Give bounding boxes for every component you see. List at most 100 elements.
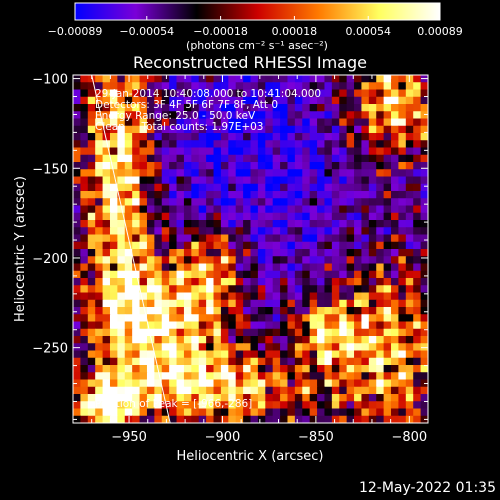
colorbar-tick-label: −0.00054	[119, 25, 174, 38]
heatmap-cell	[183, 176, 192, 185]
heatmap-cell	[161, 162, 170, 170]
heatmap-cell	[206, 183, 215, 192]
heatmap-cell	[87, 372, 96, 381]
heatmap-cell	[191, 307, 200, 315]
heatmap-cell	[331, 415, 340, 423]
heatmap-cell	[191, 249, 200, 257]
heatmap-cell	[272, 285, 281, 294]
heatmap-cell	[317, 307, 326, 315]
heatmap-cell	[250, 256, 259, 265]
heatmap-cell	[102, 147, 111, 156]
heatmap-cell	[413, 147, 422, 156]
heatmap-cell	[391, 205, 400, 214]
heatmap-cell	[235, 386, 244, 395]
heatmap-cell	[272, 328, 281, 337]
heatmap-cell	[213, 357, 222, 366]
heatmap-cell	[361, 299, 370, 308]
heatmap-cell	[354, 162, 363, 170]
heatmap-cell	[354, 176, 363, 185]
heatmap-cell	[146, 350, 155, 359]
heatmap-cell	[398, 357, 407, 366]
heatmap-cell	[346, 321, 355, 330]
heatmap-cell	[109, 82, 118, 91]
heatmap-cell	[257, 394, 266, 402]
heatmap-cell	[169, 96, 178, 105]
heatmap-cell	[368, 299, 377, 308]
heatmap-cell	[206, 263, 215, 272]
heatmap-cell	[309, 357, 318, 366]
heatmap-cell	[87, 386, 96, 395]
heatmap-cell	[80, 292, 89, 301]
heatmap-cell	[95, 133, 104, 141]
heatmap-cell	[95, 270, 104, 279]
heatmap-cell	[220, 111, 229, 120]
heatmap-cell	[228, 147, 237, 156]
heatmap-cell	[265, 285, 274, 294]
heatmap-cell	[191, 314, 200, 323]
heatmap-cell	[109, 89, 118, 98]
heatmap-cell	[154, 249, 163, 257]
heatmap-cell	[361, 357, 370, 366]
heatmap-cell	[294, 96, 303, 105]
heatmap-cell	[109, 205, 118, 214]
heatmap-cell	[183, 415, 192, 423]
heatmap-cell	[361, 256, 370, 265]
heatmap-cell	[146, 249, 155, 257]
heatmap-cell	[154, 343, 163, 352]
heatmap-cell	[161, 343, 170, 352]
heatmap-cell	[228, 234, 237, 243]
heatmap-cell	[265, 314, 274, 323]
heatmap-cell	[287, 408, 296, 417]
heatmap-cell	[309, 118, 318, 127]
heatmap-cell	[154, 372, 163, 381]
heatmap-cell	[87, 321, 96, 330]
heatmap-cell	[354, 343, 363, 352]
heatmap-cell	[95, 365, 104, 373]
heatmap-cell	[117, 256, 126, 265]
heatmap-cell	[235, 191, 244, 199]
heatmap-cell	[376, 394, 385, 402]
heatmap-cell	[87, 183, 96, 192]
heatmap-cell	[191, 263, 200, 272]
heatmap-cell	[243, 220, 252, 228]
heatmap-cell	[280, 249, 289, 257]
heatmap-cell	[272, 220, 281, 228]
heatmap-cell	[383, 408, 392, 417]
heatmap-cell	[87, 285, 96, 294]
heatmap-cell	[331, 212, 340, 221]
heatmap-cell	[124, 365, 133, 373]
heatmap-cell	[183, 357, 192, 366]
heatmap-cell	[361, 336, 370, 344]
heatmap-cell	[250, 299, 259, 308]
heatmap-cell	[243, 343, 252, 352]
heatmap-cell	[339, 249, 348, 257]
heatmap-cell	[257, 357, 266, 366]
heatmap-cell	[324, 386, 333, 395]
heatmap-cell	[169, 379, 178, 388]
heatmap-cell	[391, 386, 400, 395]
heatmap-cell	[198, 394, 207, 402]
heatmap-cell	[317, 198, 326, 207]
heatmap-cell	[354, 234, 363, 243]
heatmap-cell	[206, 75, 215, 83]
heatmap-cell	[139, 82, 148, 91]
heatmap-cell	[391, 241, 400, 250]
heatmap-cell	[169, 169, 178, 178]
heatmap-cell	[243, 336, 252, 344]
heatmap-cell	[109, 125, 118, 134]
heatmap-cell	[176, 256, 185, 265]
heatmap-cell	[376, 96, 385, 105]
heatmap-cell	[383, 140, 392, 149]
heatmap-cell	[250, 401, 259, 410]
heatmap-cell	[368, 111, 377, 120]
heatmap-cell	[213, 147, 222, 156]
heatmap-cell	[302, 278, 311, 286]
colorbar	[74, 2, 441, 21]
heatmap-cell	[265, 205, 274, 214]
heatmap-cell	[324, 357, 333, 366]
heatmap-cell	[317, 96, 326, 105]
heatmap-cell	[235, 89, 244, 98]
heatmap-cell	[198, 96, 207, 105]
heatmap-cell	[132, 241, 141, 250]
heatmap-cell	[228, 394, 237, 402]
